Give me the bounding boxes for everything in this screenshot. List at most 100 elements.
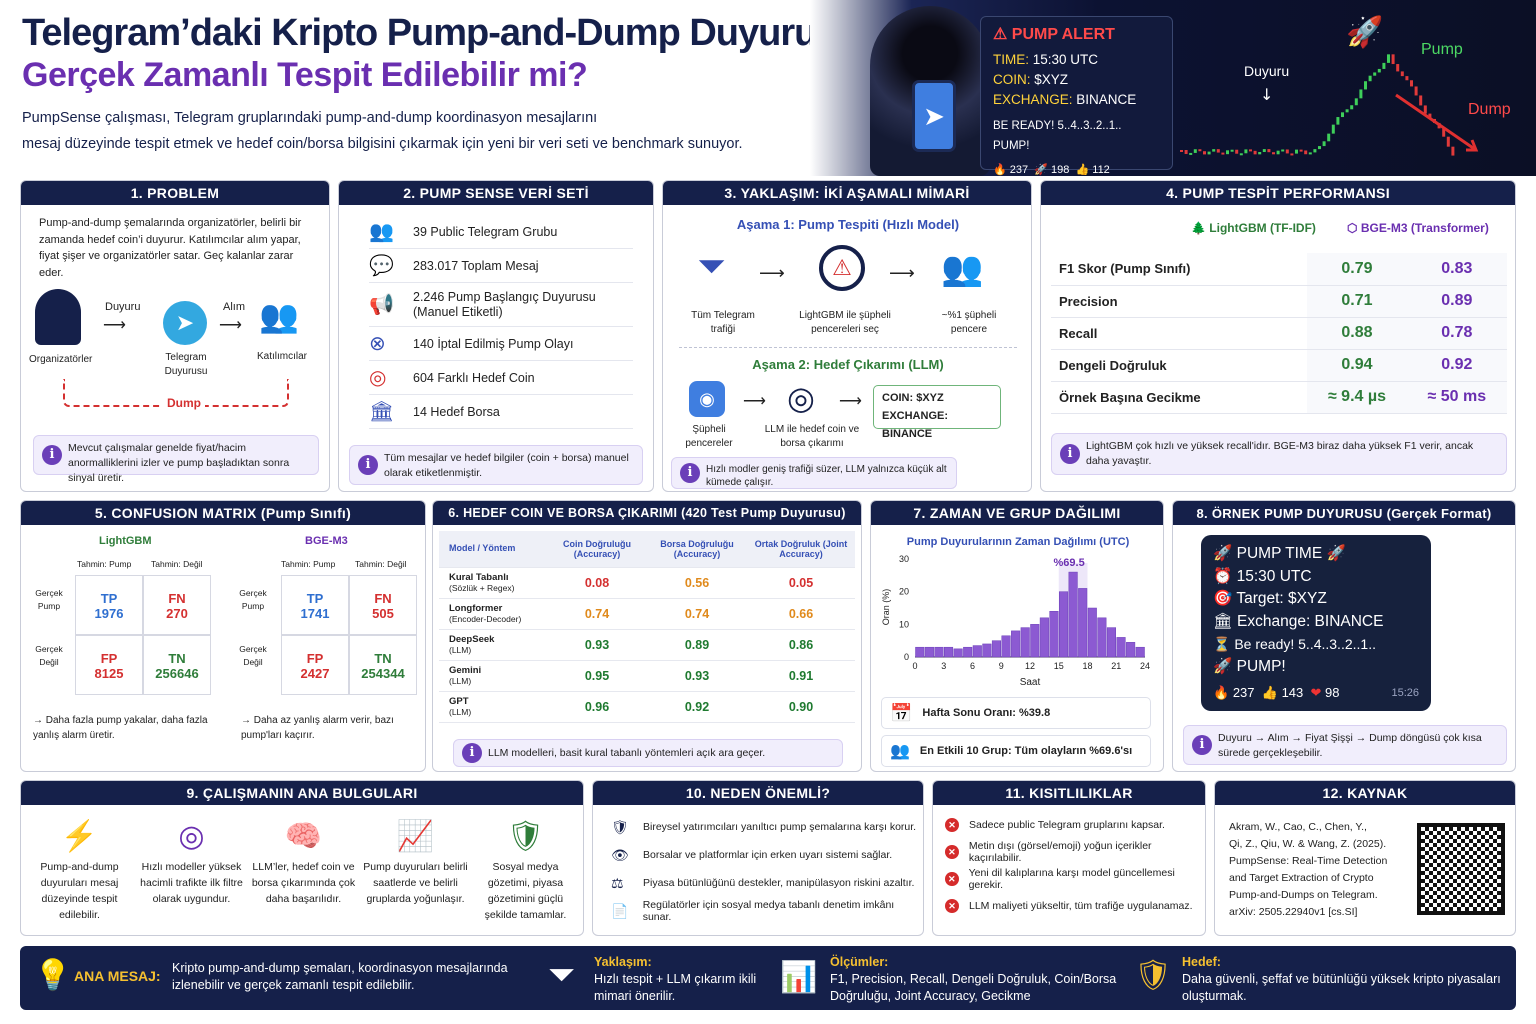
candle [1442, 128, 1446, 137]
table-row: GPT (LLM) 0.96 0.92 0.90 [439, 691, 855, 723]
candle [1410, 80, 1413, 87]
section-findings: 9. ÇALIŞMANIN ANA BULGULARI ⚡ Pump-and-du… [20, 780, 584, 936]
section-source: 12. KAYNAK Akram, W., Cao, C., Chen, Y.,… [1214, 780, 1516, 936]
chart-label-dump: Dump [1468, 101, 1511, 118]
candle [1299, 149, 1303, 152]
x-tick-label: 21 [1111, 661, 1121, 671]
alert-time: 15:30 UTC [1032, 52, 1099, 67]
candle [1396, 64, 1400, 72]
chart-bar [1020, 627, 1030, 658]
scale-icon: ⚖ [611, 874, 624, 891]
approach-note: i Hızlı modler geniş trafiği süzer, LLM y… [671, 457, 957, 489]
x-tick-label: 9 [999, 661, 1004, 671]
people-icon: 👥 [941, 250, 984, 288]
x-icon: ✕ [945, 871, 959, 886]
footer-msg: Kripto pump-and-dump şemaları, koordinas… [172, 961, 508, 992]
performance-table: F1 Skor (Pump Sınıfı) 0.79 0.83 Precision 0… [1051, 253, 1507, 414]
cm-caption-2: → Daha az yanlış alarm verir, bazı pump'… [241, 715, 394, 741]
funnel-icon: ⏷ [548, 956, 576, 994]
arrow-right-icon: ⟶ [103, 317, 126, 334]
candle [1258, 152, 1262, 155]
dataset-row: 👥 39 Public Telegram Grubu [369, 215, 633, 249]
candle [1364, 81, 1367, 90]
msg-line-6: PUMP! [1236, 657, 1286, 675]
chart-bar [972, 645, 982, 658]
candle [1400, 71, 1404, 77]
group-icon: 👥 [890, 743, 910, 760]
header-desc-1: PumpSense çalışması, Telegram gruplarınd… [22, 110, 598, 126]
candle [1180, 150, 1183, 152]
chart-bar [1126, 642, 1136, 658]
candle [1249, 149, 1252, 152]
table-row: Recall 0.88 0.78 [1051, 317, 1507, 350]
alert-title: PUMP ALERT [1011, 26, 1115, 43]
target-icon: 🎯 [1213, 590, 1233, 607]
finding-item: 📈 Pump duyuruları belirli saatlerde ve be… [363, 815, 468, 907]
pump-alert-box: ⚠ PUMP ALERT TIME: 15:30 UTC COIN: $XYZ … [980, 16, 1173, 176]
section-title: 5. CONFUSION MATRIX (Pump Sınıfı) [21, 501, 425, 525]
candle [1235, 149, 1239, 154]
msg-line-5: Be ready! 5..4..3..2..1.. [1234, 636, 1376, 652]
extraction-table: Model / Yöntem Coin Doğruluğu (Accuracy)… [439, 531, 855, 723]
chart-bar [915, 646, 925, 658]
clock-icon: ⏰ [1213, 567, 1233, 585]
dataset-row: 📢 2.246 Pump Başlangıç Duyurusu (Manuel E… [369, 283, 633, 327]
cm-cell: FP 8125 [75, 635, 143, 695]
alert-reaction-1: 237 [1009, 164, 1029, 176]
network-icon: ⬡ [1347, 221, 1358, 235]
cm-cell: TP 1976 [75, 575, 143, 635]
performance-note: i LightGBM çok hızlı ve yüksek recall'idı… [1051, 433, 1507, 475]
cm-header: Tahmin: Değil [355, 559, 407, 569]
qr-code-icon[interactable] [1417, 823, 1505, 915]
footer-msg-key: ANA MESAJ: [74, 968, 161, 984]
list-item: 👁 Borsalar ve platformlar için erken uyar… [611, 846, 893, 863]
finding-item: ◎ Hızlı modeller yüksek hacimli trafikte … [139, 815, 244, 907]
fire-icon: 🔥 [993, 164, 1007, 176]
arrow-right-icon: ⟶ [759, 263, 785, 283]
info-icon: i [680, 463, 700, 483]
x-tick-label: 6 [970, 661, 975, 671]
chart-bar [963, 646, 973, 658]
model-1-header: 🌲 LightGBM (TF-IDF) [1191, 221, 1316, 235]
phone-icon: ➤ [912, 80, 956, 152]
section-title: 3. YAKLAŞIM: İKİ AŞAMALI MİMARİ [663, 181, 1031, 205]
table-row: Gemini (LLM) 0.95 0.93 0.91 [439, 660, 855, 692]
section-title: 1. PROBLEM [21, 181, 329, 205]
candle [1419, 95, 1423, 106]
telegram-message: 🚀 PUMP TIME 🚀 ⏰ 15:30 UTC 🎯 Target: $XYZ… [1201, 535, 1431, 711]
price-chart: Duyuru ↓ Pump Dump 🚀 [1180, 14, 1511, 156]
candle [1267, 149, 1271, 153]
thumbs-up-icon: 👍 [1075, 164, 1090, 176]
section-title: 7. ZAMAN VE GRUP DAĞILIMI [871, 501, 1163, 525]
section-title: 11. KISITLILIKLAR [933, 781, 1205, 805]
shield-check-icon: 🛡 [506, 820, 545, 853]
candle [1373, 72, 1377, 76]
chart-ylabel: Oran (%) [881, 589, 891, 626]
dataset-row: 💬 283.017 Toplam Mesaj [369, 249, 633, 283]
section-title: 6. HEDEF COIN VE BORSA ÇIKARIMI (420 Tes… [433, 501, 861, 525]
candle [1304, 150, 1308, 155]
warning-icon: ⚠ [993, 26, 1008, 43]
candle [1405, 76, 1409, 81]
funnel-icon: ⏷ [697, 245, 726, 286]
candle [1341, 112, 1344, 118]
chart-bar [1097, 617, 1107, 658]
cm-bge-title: BGE-M3 [305, 535, 348, 547]
info-icon: i [1060, 444, 1080, 464]
footer-approach: Yaklaşım: Hızlı tespit + LLM çıkarım ikil… [594, 955, 757, 1003]
finding-item: 🧠 LLM’ler, hedef coin ve borsa çıkarımınd… [251, 815, 356, 907]
candle [1322, 141, 1326, 147]
candle [1318, 146, 1321, 150]
chart-bar [1039, 617, 1049, 658]
candle [1239, 153, 1243, 156]
finding-item: ⚡ Pump-and-dump duyuruları mesaj düzeyind… [27, 815, 132, 923]
section-example: 8. ÖRNEK PUMP DUYURUSU (Gerçek Format) 🚀… [1172, 500, 1516, 772]
candle [1331, 124, 1335, 134]
bank-icon: 🏛 [369, 401, 395, 423]
cm-header: Tahmin: Pump [281, 559, 336, 569]
candle [1226, 150, 1229, 155]
chart-bar [1068, 571, 1078, 658]
chart-up-icon: 📈 [396, 820, 435, 853]
cm-row-label: Gerçek Pump [35, 588, 63, 611]
section-title: 8. ÖRNEK PUMP DUYURUSU (Gerçek Format) [1173, 501, 1515, 525]
